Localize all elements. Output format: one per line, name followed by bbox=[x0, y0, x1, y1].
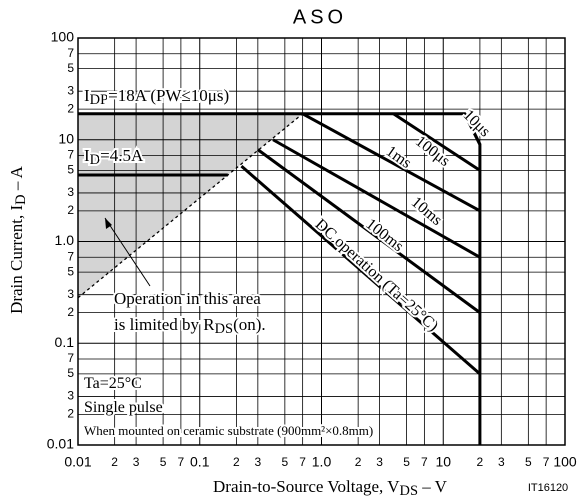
series-label: 10μs bbox=[460, 107, 494, 141]
annotation: IDP=18A (PW≤10μs) bbox=[84, 86, 229, 108]
y-tick-label: 5 bbox=[67, 264, 74, 278]
annotation-text: I bbox=[84, 146, 90, 165]
y-tick-label: 7 bbox=[67, 249, 74, 263]
x-axis-label-text: Drain-to-Source Voltage, V bbox=[213, 477, 400, 496]
x-tick-label: 2 bbox=[355, 455, 362, 469]
arrow-head bbox=[105, 218, 112, 229]
x-tick-label: 2 bbox=[477, 455, 484, 469]
y-tick-label: 3 bbox=[67, 185, 74, 199]
y-tick-label: 7 bbox=[67, 351, 74, 365]
limit-line bbox=[463, 113, 482, 146]
y-tick-label: 7 bbox=[67, 148, 74, 162]
annotation-text: When mounted on ceramic substrate (900mm… bbox=[84, 423, 373, 438]
limit-line bbox=[272, 138, 481, 259]
x-tick-label: 0.1 bbox=[190, 454, 210, 470]
x-tick-label: 5 bbox=[160, 455, 167, 469]
y-tick-label: 1.0 bbox=[55, 232, 75, 248]
series-label: 1ms bbox=[383, 143, 415, 172]
y-axis-label-sub: D bbox=[13, 194, 29, 204]
figure-code: IT16120 bbox=[528, 482, 568, 494]
annotation-rest: =18A (PW≤10μs) bbox=[108, 86, 229, 105]
annotation: Ta=25°C bbox=[84, 375, 142, 392]
x-tick-label: 3 bbox=[133, 455, 140, 469]
y-tick-label: 2 bbox=[67, 101, 74, 115]
annotation: ID=4.5A bbox=[84, 146, 144, 168]
x-tick-label: 2 bbox=[233, 455, 240, 469]
x-tick-label: 10 bbox=[435, 454, 451, 470]
arrow-line bbox=[104, 217, 151, 287]
y-tick-label: 3 bbox=[67, 389, 74, 403]
x-tick-label: 7 bbox=[421, 455, 428, 469]
annotation: When mounted on ceramic substrate (900mm… bbox=[84, 423, 373, 438]
y-tick-label: 3 bbox=[67, 83, 74, 97]
y-tick-label: 7 bbox=[67, 46, 74, 60]
annotation: is limited by RDS(on). bbox=[114, 315, 266, 337]
annotation-sub: DP bbox=[90, 92, 108, 108]
y-tick-label: 2 bbox=[67, 305, 74, 319]
y-tick-label: 100 bbox=[51, 29, 75, 45]
limit-line bbox=[240, 165, 481, 376]
plot-frame bbox=[77, 37, 566, 446]
x-tick-label: 0.01 bbox=[64, 454, 91, 470]
x-tick-label: 7 bbox=[178, 455, 185, 469]
x-tick-label: 7 bbox=[299, 455, 306, 469]
y-tick-label: 10 bbox=[58, 130, 74, 146]
x-tick-label: 3 bbox=[498, 455, 505, 469]
annotation-text: is limited by R bbox=[114, 315, 215, 334]
y-tick-label: 0.1 bbox=[55, 334, 75, 350]
annotation-text: Operation in this area bbox=[114, 289, 261, 308]
x-tick-label: 7 bbox=[543, 455, 550, 469]
x-tick-label: 100 bbox=[553, 454, 577, 470]
y-axis-label-text: Drain Current, I bbox=[7, 205, 26, 314]
annotation-rest: (on). bbox=[233, 315, 266, 334]
x-tick-label: 1.0 bbox=[312, 454, 332, 470]
series-label: 10ms bbox=[408, 194, 445, 229]
y-tick-label: 5 bbox=[67, 366, 74, 380]
y-axis-label: Drain Current, ID – A bbox=[7, 165, 29, 314]
annotation: Single pulse bbox=[84, 399, 163, 416]
annotation-text: Ta=25°C bbox=[84, 375, 142, 392]
limit-line bbox=[392, 112, 481, 172]
y-tick-label: 2 bbox=[67, 407, 74, 421]
limit-line bbox=[301, 112, 481, 213]
rds-limit-line bbox=[77, 113, 304, 299]
x-axis-label: Drain-to-Source Voltage, VDS – V bbox=[213, 477, 448, 499]
y-tick-label: 2 bbox=[67, 203, 74, 217]
chart-title: ASO bbox=[293, 6, 347, 28]
x-tick-label: 5 bbox=[403, 455, 410, 469]
annotation: Operation in this area bbox=[114, 289, 261, 308]
annotation-sub: DS bbox=[215, 321, 233, 337]
x-tick-label: 2 bbox=[111, 455, 118, 469]
x-axis-label-rest: – V bbox=[418, 477, 448, 496]
annotation-rest: =4.5A bbox=[100, 146, 144, 165]
y-tick-label: 5 bbox=[67, 61, 74, 75]
y-tick-label: 5 bbox=[67, 163, 74, 177]
series-label: 100ms bbox=[362, 216, 406, 256]
y-axis-label-rest: – A bbox=[7, 165, 26, 194]
x-axis-label-sub: DS bbox=[400, 483, 418, 499]
annotation-sub: D bbox=[90, 152, 100, 168]
x-tick-label: 5 bbox=[525, 455, 532, 469]
y-tick-label: 3 bbox=[67, 287, 74, 301]
x-tick-label: 5 bbox=[282, 455, 289, 469]
annotation-text: Single pulse bbox=[84, 399, 163, 416]
annotation-text: I bbox=[84, 86, 90, 105]
x-tick-label: 3 bbox=[254, 455, 261, 469]
y-tick-label: 0.01 bbox=[47, 436, 74, 452]
limit-line bbox=[256, 148, 481, 314]
x-tick-label: 3 bbox=[376, 455, 383, 469]
